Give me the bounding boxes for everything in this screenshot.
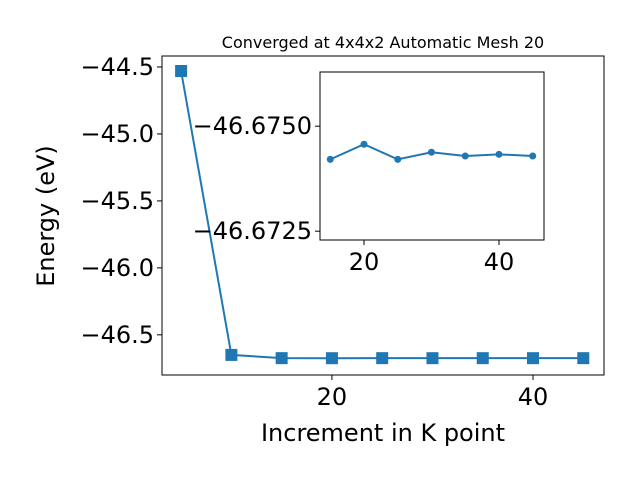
marker <box>394 155 402 163</box>
y-tick-label: −46.0 <box>80 254 154 282</box>
x-tick-label: 20 <box>317 383 348 411</box>
marker <box>426 352 439 365</box>
axes-frame <box>319 71 545 241</box>
y-axis-label: Energy (eV) <box>32 145 60 287</box>
x-tick-label: 40 <box>518 383 549 411</box>
marker <box>376 352 389 365</box>
marker <box>175 64 188 77</box>
marker <box>275 352 288 365</box>
marker <box>495 150 503 158</box>
x-tick-label: 40 <box>484 248 515 276</box>
marker <box>476 352 489 365</box>
marker <box>325 352 338 365</box>
marker <box>527 352 540 365</box>
y-tick-label: −45.0 <box>80 120 154 148</box>
y-tick-label: −46.6750 <box>193 112 312 140</box>
plot-area <box>320 72 544 240</box>
y-tick-label: −46.6725 <box>193 217 312 245</box>
y-tick-label: −44.5 <box>80 53 154 81</box>
marker <box>225 348 238 361</box>
marker <box>461 152 469 160</box>
marker <box>326 155 334 163</box>
marker <box>577 352 590 365</box>
y-tick-label: −45.5 <box>80 187 154 215</box>
x-tick-label: 20 <box>349 248 380 276</box>
marker <box>360 140 368 148</box>
axes-frame <box>161 55 605 376</box>
marker <box>427 148 435 156</box>
x-axis-label: Increment in K point <box>261 419 505 447</box>
chart-title: Converged at 4x4x2 Automatic Mesh 20 <box>222 33 544 52</box>
marker <box>529 152 537 160</box>
y-tick-label: −46.5 <box>80 321 154 349</box>
